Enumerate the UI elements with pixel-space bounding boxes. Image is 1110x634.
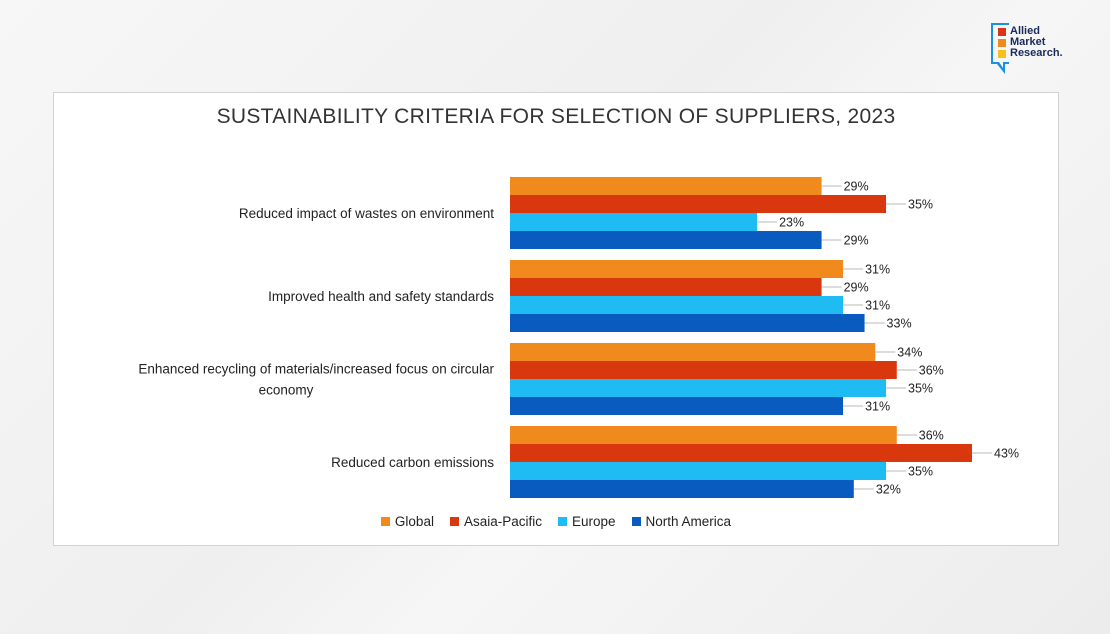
legend-label: Europe	[571, 514, 616, 529]
data-label: 36%	[919, 364, 944, 378]
bar-europe	[510, 213, 758, 231]
chart-legend: Global Asaia-Pacific Europe North America	[54, 514, 1058, 529]
logo-text-line: Market	[1010, 36, 1046, 48]
data-label: 35%	[908, 382, 933, 396]
data-label: 29%	[844, 234, 869, 248]
bar-north-america	[510, 314, 865, 332]
bar-europe	[510, 296, 844, 314]
data-label: 35%	[908, 465, 933, 479]
bar-europe	[510, 462, 887, 480]
legend-label: Global	[394, 514, 434, 529]
bar-north-america	[510, 231, 822, 249]
logo-text-line: Allied	[1010, 25, 1040, 37]
data-label: 29%	[844, 281, 869, 295]
legend-item: Asaia-Pacific	[449, 514, 542, 529]
bar-chart: Reduced impact of wastes on environment 2…	[138, 177, 1019, 498]
category-label: Improved health and safety standards	[268, 289, 494, 304]
legend-swatch	[449, 517, 459, 526]
bar-asaia-pacific	[510, 361, 897, 379]
data-label: 43%	[994, 447, 1019, 461]
chart-card: SUSTAINABILITY CRITERIA FOR SELECTION OF…	[53, 92, 1059, 546]
data-label: 23%	[779, 216, 804, 230]
bar-global	[510, 426, 897, 444]
logo-square-3	[998, 50, 1006, 58]
legend-label: Asaia-Pacific	[463, 514, 542, 529]
bar-global	[510, 260, 844, 278]
data-label: 33%	[887, 317, 912, 331]
bar-asaia-pacific	[510, 278, 822, 296]
legend-item: North America	[631, 514, 732, 529]
data-label: 29%	[844, 180, 869, 194]
legend-swatch	[631, 517, 641, 526]
brand-logo: Allied Market Research.	[990, 22, 1085, 78]
logo-text-line: Research.	[1010, 47, 1063, 59]
category-label: Enhanced recycling of materials/increase…	[138, 362, 494, 377]
category-label: Reduced impact of wastes on environment	[239, 206, 494, 221]
bar-asaia-pacific	[510, 195, 887, 213]
data-label: 36%	[919, 429, 944, 443]
data-label: 32%	[876, 483, 901, 497]
legend-label: North America	[645, 514, 732, 529]
data-label: 31%	[865, 299, 890, 313]
bar-asaia-pacific	[510, 444, 972, 462]
bar-europe	[510, 379, 887, 397]
data-label: 35%	[908, 198, 933, 212]
data-label: 31%	[865, 263, 890, 277]
category-label: Reduced carbon emissions	[331, 455, 494, 470]
bar-north-america	[510, 397, 844, 415]
bar-global	[510, 177, 822, 195]
data-label: 31%	[865, 400, 890, 414]
chart-title: SUSTAINABILITY CRITERIA FOR SELECTION OF…	[216, 105, 896, 128]
legend-item: Europe	[557, 514, 616, 529]
logo-square-2	[998, 39, 1006, 47]
legend-item: Global	[380, 514, 434, 529]
bar-global	[510, 343, 876, 361]
data-label: 34%	[897, 346, 922, 360]
logo-bubble-icon	[991, 23, 1009, 74]
category-label: economy	[259, 383, 314, 398]
logo-square-1	[998, 28, 1006, 36]
legend-swatch	[380, 517, 390, 526]
legend-swatch	[557, 517, 567, 526]
bar-north-america	[510, 480, 854, 498]
